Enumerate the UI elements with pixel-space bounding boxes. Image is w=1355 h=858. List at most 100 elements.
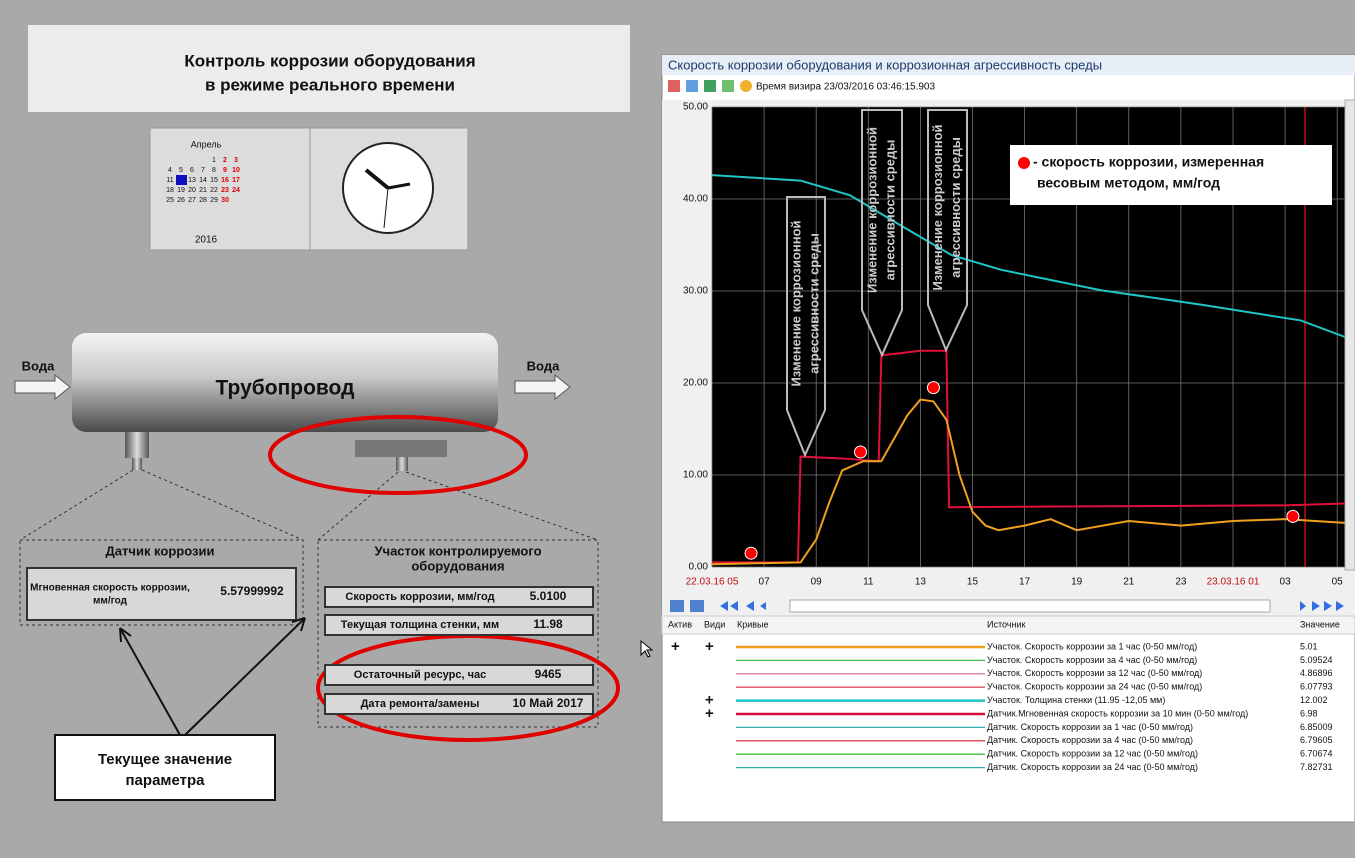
annotation-text: агрессивности среды (882, 140, 897, 281)
table-header-cell: Кривые (737, 619, 769, 629)
measured-point (1286, 509, 1300, 523)
calendar-day: 3 (234, 157, 238, 164)
calendar-month: Апрель (191, 139, 222, 149)
section-box (317, 539, 599, 728)
section-field (324, 586, 594, 608)
measured-point (926, 381, 940, 395)
icon[interactable] (704, 80, 716, 92)
highlight-ellipse (316, 634, 620, 742)
x-tick-label: 17 (1019, 577, 1031, 588)
calendar-day: 13 (188, 177, 196, 184)
section-title: оборудования (411, 558, 504, 573)
v-scrollbar[interactable] (1344, 99, 1355, 571)
x-tick-label: 11 (863, 577, 874, 588)
field-value: 11.98 (533, 617, 563, 631)
field-value: 5.0100 (530, 589, 567, 603)
y-tick-label: 50.00 (683, 102, 708, 113)
calendar-day: 5 (179, 167, 183, 174)
outlet-label: Вода (527, 358, 560, 373)
calendar-day: 8 (212, 167, 216, 174)
x-tick-label: 23.03.16 01 (1207, 577, 1260, 588)
arrow-head (291, 617, 306, 632)
table-header (661, 615, 1355, 635)
callout-text: параметра (126, 772, 206, 789)
icon[interactable] (690, 600, 704, 612)
sensor-box (19, 539, 304, 626)
x-tick-label: 22.03.16 05 (686, 577, 739, 588)
leader-line (141, 469, 304, 541)
field-value: 9465 (535, 667, 562, 681)
calendar-day: 10 (232, 167, 240, 174)
calendar-year: 2016 (195, 235, 218, 246)
h-scrollbar[interactable] (789, 599, 1271, 613)
calendar-selected (176, 175, 187, 185)
measured-point (744, 546, 758, 560)
sensor-title: Датчик коррозии (106, 543, 215, 558)
calendar-day: 4 (168, 167, 172, 174)
mouse-pointer (640, 639, 654, 658)
annotation-text: Изменение коррозионной (788, 220, 803, 386)
legend-marker (1018, 157, 1030, 169)
calendar-day: 21 (199, 187, 207, 194)
calendar-day: 19 (177, 187, 185, 194)
sensor-tip (132, 458, 142, 470)
window-title: Скорость коррозии оборудования и коррози… (668, 57, 1102, 72)
leader-line (317, 471, 399, 541)
field-label: Остаточный ресурс, час (354, 669, 486, 681)
icon[interactable] (668, 80, 680, 92)
x-tick-label: 07 (759, 577, 771, 588)
calendar-day: 16 (221, 177, 229, 184)
y-tick-label: 0.00 (689, 562, 709, 573)
calendar-day: 27 (188, 197, 196, 204)
value-cell: 6.98 (1300, 708, 1318, 718)
active-flag: + (671, 638, 680, 655)
annotation-callout (786, 196, 826, 458)
toolbar-icons (668, 80, 1344, 612)
source-cell: Участок. Скорость коррозии за 24 час (0-… (987, 682, 1202, 692)
calendar-day: 22 (210, 187, 218, 194)
icon[interactable] (722, 80, 734, 92)
calendar-day: 26 (177, 197, 185, 204)
calendar-day: 6 (190, 167, 194, 174)
value-cell: 6.70674 (1300, 749, 1333, 759)
series-line (711, 398, 1346, 566)
title: Контроль коррозии оборудования (184, 51, 475, 70)
calendar-day: 23 (221, 187, 229, 194)
annotation-callout (861, 109, 903, 358)
value-cell: 6.85009 (1300, 722, 1333, 732)
leader-line (405, 471, 599, 541)
field-label: Дата ремонта/замены (361, 698, 480, 710)
calendar-day: 24 (232, 187, 240, 194)
arrow (119, 627, 181, 736)
title: в режиме реального времени (205, 75, 455, 94)
arrow (184, 617, 306, 736)
value-cell: 6.79605 (1300, 735, 1333, 745)
source-cell: Участок. Скорость коррозии за 4 час (0-5… (987, 655, 1197, 665)
source-cell: Датчик. Скорость коррозии за 12 час (0-5… (987, 749, 1198, 759)
leader-line (19, 469, 134, 541)
icon[interactable] (670, 600, 684, 612)
x-tick-label: 21 (1123, 577, 1135, 588)
callout-box (54, 734, 276, 801)
callout-text: Текущее значение (98, 751, 232, 768)
sensor-probe (125, 432, 149, 458)
table-header-cell: Види (704, 619, 725, 629)
callout-arrows (119, 617, 306, 736)
annotation-callout (927, 109, 968, 353)
series-line (711, 174, 1346, 338)
icon[interactable] (686, 80, 698, 92)
section-field (324, 614, 594, 636)
calendar-day: 20 (188, 187, 196, 194)
inlet-arrow (14, 373, 71, 401)
calendar-day: 15 (210, 177, 218, 184)
sensor-param: Мгновенная скорость коррозии, (30, 583, 190, 594)
table-header-cell: Актив (668, 619, 692, 629)
icon[interactable] (740, 80, 752, 92)
calendar-day: 11 (166, 177, 173, 184)
x-tick-label: 05 (1332, 577, 1344, 588)
source-cell: Датчик.Мгновенная скорость коррозии за 1… (987, 708, 1248, 718)
legend-box (1010, 145, 1332, 205)
sensor-value: 5.57999992 (220, 584, 284, 598)
calendar-panel (149, 127, 311, 251)
